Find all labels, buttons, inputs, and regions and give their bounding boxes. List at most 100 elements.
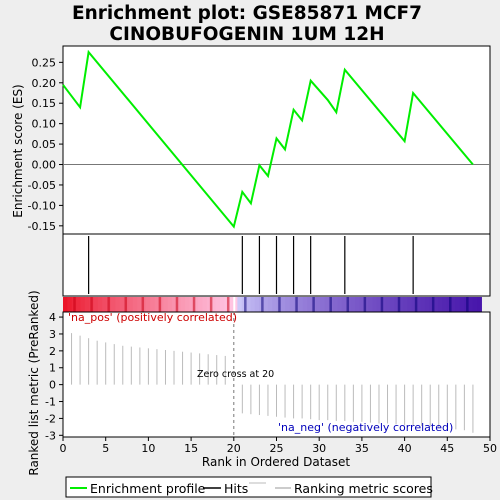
color-bar-stripe: [346, 297, 350, 312]
color-bar-segment: [350, 297, 356, 312]
color-bar-segment: [80, 297, 86, 312]
color-bar-segment: [359, 297, 365, 312]
color-bar-segment: [333, 297, 339, 312]
es-y-tick-label: 0.05: [32, 138, 57, 151]
enrichment-profile-polyline: [62, 49, 474, 229]
color-bar-segment: [302, 297, 308, 312]
color-bar-segment: [455, 297, 461, 312]
color-bar-segment: [320, 297, 326, 312]
color-bar-stripe: [466, 297, 469, 312]
es-y-tick-label: -0.10: [28, 199, 56, 212]
color-bar-segment: [389, 297, 395, 312]
color-bar-segment: [215, 297, 221, 312]
color-bar-segment: [472, 297, 478, 312]
es-y-tick-label: 0.10: [32, 118, 57, 131]
color-bar-stripe: [209, 297, 213, 312]
plot-title-line-2: CINOBUFOGENIN 1UM 12H: [109, 24, 384, 45]
x-axis-label: Rank in Ordered Dataset: [202, 455, 350, 469]
color-bar-segment: [411, 297, 417, 312]
legend-item-hits: Hits: [224, 481, 248, 496]
color-bar-stripe: [175, 297, 179, 312]
color-bar-stripe: [158, 297, 162, 312]
color-bar-zero-gap: [233, 297, 236, 312]
color-bar-segment: [206, 297, 212, 312]
x-axis: 0 5 10 15 20 25 30 35 40 45 50: [60, 437, 497, 455]
color-bar-segment: [176, 297, 182, 312]
x-tick-label: 30: [312, 442, 326, 455]
color-bar-stripe: [329, 297, 332, 312]
x-tick-label: 10: [141, 442, 155, 455]
ranking-color-bar: [63, 297, 482, 312]
color-bar-stripe: [449, 297, 452, 312]
metric-y-axis-label: Ranked list metric (PreRanked): [27, 290, 41, 475]
color-bar-stripe: [244, 297, 247, 312]
plot-title-line-1: Enrichment plot: GSE85871 MCF7: [72, 3, 422, 24]
color-bar-stripe: [261, 297, 264, 312]
color-bar-segment: [402, 297, 408, 312]
color-bar-segment: [232, 297, 238, 312]
color-bar-segment: [424, 297, 430, 312]
color-bar-segment: [63, 297, 68, 312]
es-y-axis-label: Enrichment score (ES): [11, 84, 25, 217]
color-bar-segment: [289, 297, 295, 312]
color-bar-segment: [398, 297, 404, 312]
x-tick-label: 15: [184, 442, 198, 455]
ranking-metric-bars: [71, 333, 474, 433]
legend-item-profile: Enrichment profile: [90, 481, 206, 496]
color-bar-segment: [154, 297, 160, 312]
hit-lines: [88, 236, 414, 294]
color-bar-segment: [150, 297, 156, 312]
color-bar-segment: [263, 297, 269, 312]
x-tick-label: 25: [270, 442, 284, 455]
color-bar-stripe: [312, 297, 315, 312]
color-bar-segment: [211, 297, 217, 312]
color-bar-segment: [450, 297, 456, 312]
metric-y-tick-label: 1: [49, 362, 56, 375]
color-bar-stripe: [73, 297, 76, 312]
metric-y-tick-label: 4: [49, 311, 56, 324]
x-tick-label: 40: [398, 442, 412, 455]
color-bar-segment: [185, 297, 190, 312]
color-bar-segment: [272, 297, 278, 312]
color-bar-segment: [433, 297, 439, 312]
color-bar-segment: [376, 297, 382, 312]
color-bar-segment: [237, 297, 243, 312]
color-bar-stripe: [295, 297, 298, 312]
color-bar-segment: [102, 297, 108, 312]
color-bar-segment: [355, 297, 360, 312]
color-bar-segment: [416, 297, 421, 312]
color-bar-segment: [459, 297, 465, 312]
color-bar-segment: [477, 297, 482, 312]
color-bar-segment: [84, 297, 90, 312]
metric-y-axis: -3 -2 -1 0 1 2 3 4: [45, 311, 63, 442]
color-bar-segment: [128, 297, 134, 312]
x-tick-label: 0: [60, 442, 67, 455]
metric-panel: [62, 311, 491, 438]
color-bar-segment: [254, 297, 260, 312]
color-bar-segment: [246, 297, 251, 312]
color-bar-segment: [298, 297, 304, 312]
color-bar-segment: [442, 297, 448, 312]
zero-cross-label: Zero cross at 20: [197, 369, 274, 380]
color-bar-segment: [119, 297, 125, 312]
color-bar-stripe: [397, 297, 401, 312]
color-bar-stripe: [192, 297, 196, 312]
color-bar-segment: [280, 297, 286, 312]
color-bar-segment: [228, 297, 234, 312]
color-bar-segment: [341, 297, 347, 312]
color-bar-stripe: [107, 297, 110, 312]
color-bar-segment: [407, 297, 413, 312]
color-bar-segment: [337, 297, 343, 312]
x-tick-label: 50: [483, 442, 497, 455]
color-bar-segment: [368, 297, 373, 312]
color-bar-stripe: [380, 297, 384, 312]
color-bar-segment: [372, 297, 378, 312]
color-bar-segment: [97, 297, 103, 312]
metric-y-tick-label: 3: [49, 328, 56, 341]
color-bar-segment: [468, 297, 474, 312]
color-bar-stripe: [278, 297, 281, 312]
color-bar-segment: [429, 297, 435, 312]
color-bar-segment: [67, 297, 73, 312]
color-bar-segment: [385, 297, 391, 312]
color-bar-segment: [315, 297, 321, 312]
